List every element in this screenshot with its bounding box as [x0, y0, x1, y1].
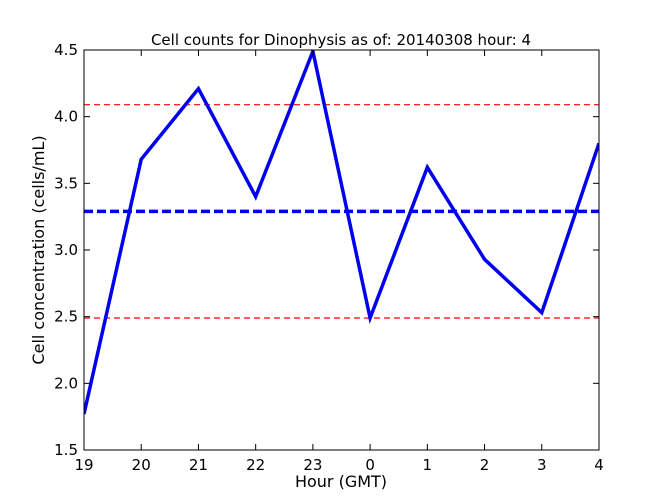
x-tick-label-2: 2: [480, 456, 490, 474]
x-axis-label: Hour (GMT): [295, 472, 387, 491]
y-tick-label-3.0: 3.0: [54, 241, 78, 259]
chart-title: Cell counts for Dinophysis as of: 201403…: [151, 31, 531, 49]
series-line-0: [84, 50, 599, 415]
y-tick-label-2.5: 2.5: [54, 308, 78, 326]
plot-frame: [83, 49, 600, 451]
y-tick-label-2.0: 2.0: [54, 374, 78, 392]
x-tick-label-19: 19: [74, 456, 93, 474]
x-tick-label-20: 20: [132, 456, 151, 474]
x-tick-label-3: 3: [537, 456, 547, 474]
y-tick-label-1.5: 1.5: [54, 441, 78, 459]
x-tick-label-0: 0: [365, 456, 375, 474]
y-axis-label: Cell concentration (cells/mL): [29, 135, 48, 364]
y-tick-label-4.5: 4.5: [54, 41, 78, 59]
x-tick-label-1: 1: [423, 456, 433, 474]
x-tick-label-21: 21: [189, 456, 208, 474]
y-tick-label-3.5: 3.5: [54, 174, 78, 192]
x-tick-label-23: 23: [303, 456, 322, 474]
plot-area: 19 20 21 22 23 0 1 2 3 41.52.02.53.03.54.04.5: [54, 41, 604, 474]
x-tick-label-22: 22: [246, 456, 265, 474]
plot-content: [84, 50, 599, 415]
x-tick-label-4: 4: [594, 456, 604, 474]
y-tick-label-4.0: 4.0: [54, 108, 78, 126]
